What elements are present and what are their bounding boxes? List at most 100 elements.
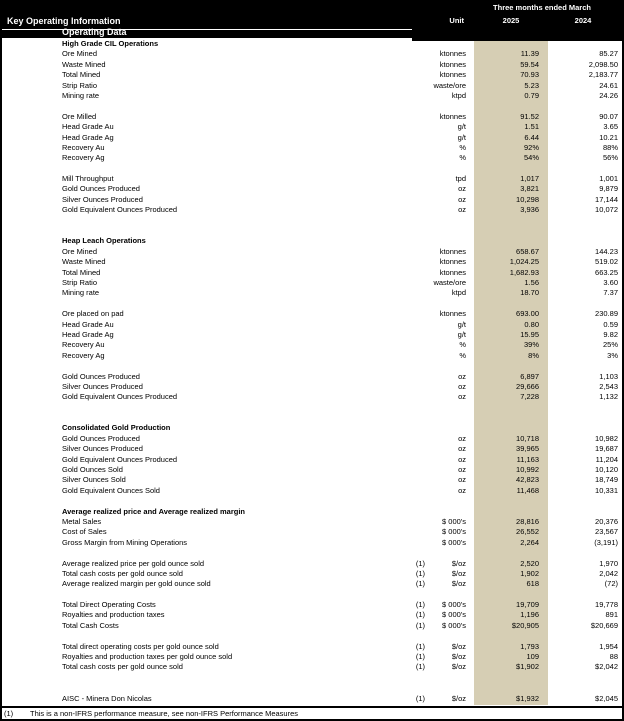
header-step (412, 38, 624, 41)
row-footnote-marker: (1) (415, 620, 425, 630)
row-value-2025: $20,905 (511, 620, 539, 630)
row-unit (430, 299, 474, 309)
row-unit (430, 590, 474, 600)
row-footnote-marker (410, 143, 430, 153)
row-value-2024: 10.21 (599, 132, 618, 142)
row-footnote-marker (410, 413, 430, 423)
row-footnote-marker (410, 475, 430, 485)
row-footnote-marker (410, 164, 430, 174)
row-value-2025: 11,163 (516, 454, 539, 464)
row-label: Recovery Ag (62, 350, 105, 360)
row-label: Gold Ounces Produced (62, 184, 140, 194)
row-value-2024: $2,042 (595, 662, 618, 672)
row-footnote-marker (410, 455, 430, 465)
row-label (0, 299, 410, 309)
row-unit (430, 226, 474, 236)
title-underline (0, 29, 412, 30)
row-footnote-marker (410, 278, 430, 288)
row-unit (430, 507, 474, 517)
row-unit: oz (458, 381, 466, 391)
table-row: Head Grade Au g/t 0.80 0.59 (0, 320, 624, 330)
row-value-2025: 8% (528, 350, 539, 360)
row-value-2024 (548, 216, 624, 226)
row-unit (430, 631, 474, 641)
section-header-row: Average realized price and Average reali… (0, 507, 624, 517)
row-footnote-marker (410, 382, 430, 392)
row-value-2025 (474, 236, 548, 246)
spacer-row (0, 683, 624, 693)
row-unit: g/t (457, 132, 466, 142)
row-footnote-marker (410, 496, 430, 506)
row-footnote-marker (410, 133, 430, 143)
row-value-2024 (548, 164, 624, 174)
table-row: AISC - Minera Don Nicolas (1) $/oz $1,932 $2… (0, 694, 624, 704)
row-unit (430, 673, 474, 683)
row-value-2025: 29,666 (516, 381, 539, 391)
current-period-highlight-column (474, 38, 548, 705)
table-row: Average realized margin per gold ounce s… (0, 579, 624, 589)
row-unit (430, 496, 474, 506)
row-unit: oz (458, 475, 466, 485)
row-footnote-marker (410, 60, 430, 70)
row-value-2024 (548, 101, 624, 111)
row-unit: waste/ore (433, 277, 466, 287)
table-row: Gold Equivalent Ounces Sold oz 11,468 10,33… (0, 486, 624, 496)
row-value-2025: 3,821 (520, 184, 539, 194)
row-value-2025: 1,196 (520, 610, 539, 620)
row-footnote-marker (410, 205, 430, 215)
row-value-2024: 519.02 (595, 257, 618, 267)
row-value-2025 (474, 164, 548, 174)
row-value-2024 (548, 673, 624, 683)
row-footnote-marker (410, 330, 430, 340)
row-value-2025: 39% (523, 340, 539, 350)
row-value-2025: 92% (523, 142, 539, 152)
table-row: Total cash costs per gold ounce sold (1) $… (0, 662, 624, 672)
row-unit: % (459, 340, 466, 350)
row-unit: ktonnes (439, 309, 466, 319)
row-value-2024: 20,376 (595, 516, 618, 526)
row-value-2024: 10,331 (595, 485, 618, 495)
row-value-2025 (474, 590, 548, 600)
row-label: Royalties and production taxes per gold … (62, 652, 233, 662)
row-footnote-marker (410, 340, 430, 350)
row-label: Total Mined (62, 70, 101, 80)
table-row: Strip Ratio waste/ore 1.56 3.60 (0, 278, 624, 288)
row-label (0, 683, 410, 693)
row-label (0, 548, 410, 558)
row-unit: $/oz (451, 662, 466, 672)
row-label (0, 101, 410, 111)
row-footnote-marker (410, 548, 430, 558)
row-label: Average realized price and Average reali… (62, 506, 245, 516)
row-value-2025: 70.93 (520, 70, 539, 80)
row-value-2024: 144.23 (595, 246, 618, 256)
row-label: Mining rate (62, 90, 100, 100)
table-row: Head Grade Ag g/t 6.44 10.21 (0, 133, 624, 143)
row-footnote-marker (410, 465, 430, 475)
spacer-row (0, 631, 624, 641)
table-row: Total Direct Operating Costs (1) $ 000's 19… (0, 600, 624, 610)
row-unit: ktpd (451, 90, 466, 100)
row-label (0, 496, 410, 506)
row-footnote-marker (410, 590, 430, 600)
table-row: Silver Ounces Produced oz 10,298 17,144 (0, 195, 624, 205)
row-unit (430, 101, 474, 111)
row-footnote-marker: (1) (415, 610, 425, 620)
row-label: Total direct operating costs per gold ou… (62, 641, 219, 651)
row-unit: oz (458, 444, 466, 454)
row-unit: oz (458, 194, 466, 204)
row-value-2025 (474, 683, 548, 693)
row-value-2025 (474, 101, 548, 111)
footnote-text: This is a non-IFRS performance measure, … (30, 709, 299, 718)
row-label: Consolidated Gold Production (62, 423, 171, 433)
row-value-2025 (474, 507, 548, 517)
row-value-2024 (548, 361, 624, 371)
row-value-2024: $2,045 (595, 693, 618, 703)
footnote-marker: (1) (4, 709, 14, 718)
row-value-2024: 1,970 (599, 558, 618, 568)
row-footnote-marker (410, 236, 430, 246)
row-value-2025: $1,932 (516, 693, 539, 703)
row-label: Gold Equivalent Ounces Sold (62, 485, 160, 495)
row-value-2025: 59.54 (520, 59, 539, 69)
row-value-2024: 7.37 (603, 288, 618, 298)
table-row: Ore Milled ktonnes 91.52 90.07 (0, 112, 624, 122)
